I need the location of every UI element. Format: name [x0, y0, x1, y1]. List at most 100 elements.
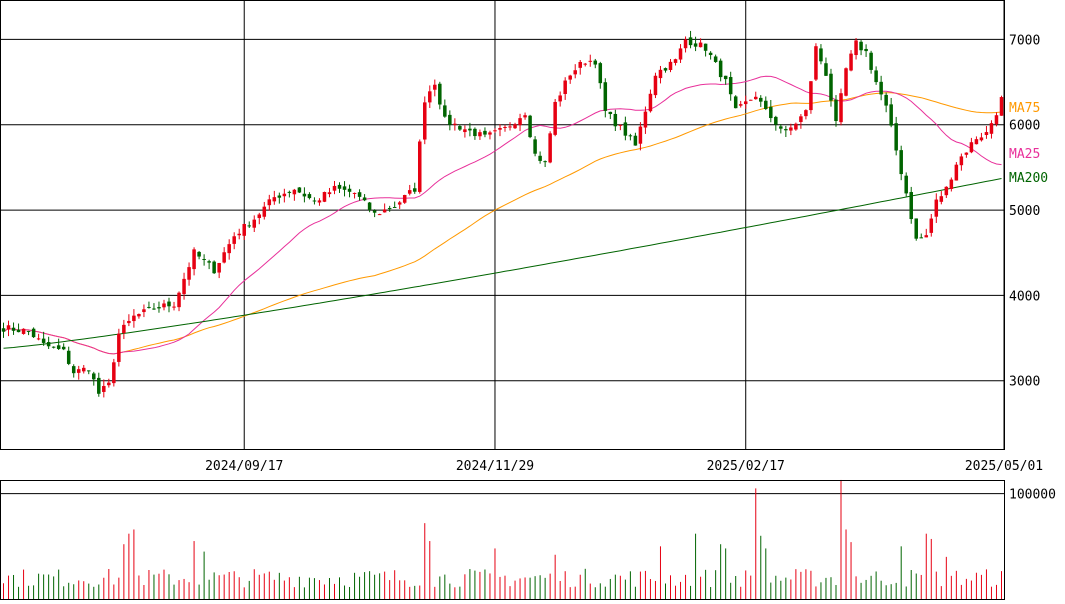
legend-ma25: MA25: [1009, 147, 1040, 162]
candle-body: [914, 218, 918, 239]
candle-body: [117, 333, 121, 362]
candle-body: [66, 350, 71, 364]
candle-body: [678, 48, 683, 60]
candle-body: [568, 75, 572, 80]
candle-body: [854, 40, 858, 56]
candle-body: [673, 59, 678, 63]
candle-body: [252, 219, 257, 228]
candle-body: [367, 202, 372, 210]
candle-body: [458, 126, 462, 130]
candle-body: [132, 315, 136, 322]
date-axis: 2024/09/17 2024/11/29 2025/02/17 2025/05/01: [205, 459, 1043, 474]
candle-body: [653, 75, 658, 96]
candle-body: [663, 68, 668, 71]
candle-body: [834, 99, 838, 122]
candle-body: [187, 267, 191, 280]
candle-body: [989, 123, 994, 134]
candle-body: [658, 69, 663, 79]
candle-body: [648, 93, 653, 112]
candle-body: [969, 142, 974, 153]
candle-body: [157, 307, 161, 309]
date-tick-label: 2025/02/17: [707, 459, 785, 474]
date-tick-label: 2024/11/29: [456, 459, 534, 474]
candle-body: [71, 366, 76, 374]
candle-body: [894, 123, 898, 151]
candle-body: [297, 187, 302, 193]
candle-body: [864, 48, 868, 52]
candle-body: [623, 122, 628, 136]
candle-body: [759, 97, 763, 102]
candle-body: [638, 126, 643, 144]
candle-body: [147, 306, 151, 308]
candle-body: [899, 150, 903, 175]
candle-body: [508, 126, 512, 128]
candle-body: [528, 115, 532, 138]
candle-body: [448, 114, 452, 125]
candle-body: [242, 223, 246, 236]
candle-body: [61, 346, 66, 350]
candle-body: [107, 382, 111, 386]
candle-body: [949, 179, 954, 189]
candle-body: [1, 328, 6, 332]
candle-body: [779, 126, 783, 129]
candle-body: [317, 200, 322, 203]
price-tick-label: 4000: [1009, 289, 1040, 304]
candle-body: [122, 324, 126, 334]
candle-body: [683, 39, 688, 49]
candle-body: [412, 188, 417, 192]
candle-body: [819, 48, 823, 62]
candle-body: [754, 96, 758, 100]
candle-body: [397, 202, 402, 205]
candle-body: [748, 99, 753, 101]
candle-body: [578, 61, 582, 68]
candle-body: [327, 192, 332, 195]
candlestick-series: [1, 30, 1004, 398]
candle-body: [593, 60, 598, 65]
candle-body: [387, 208, 392, 210]
candle-body: [167, 301, 171, 307]
candle-body: [302, 193, 307, 197]
candle-body: [789, 127, 793, 131]
candle-body: [919, 237, 924, 239]
candle-body: [538, 155, 542, 161]
candle-body: [87, 370, 91, 372]
candle-body: [799, 116, 803, 123]
candle-body: [473, 128, 477, 137]
candle-body: [247, 225, 251, 227]
candle-body: [959, 156, 964, 166]
candle-body: [322, 192, 327, 202]
candle-body: [92, 373, 96, 380]
candle-body: [438, 83, 442, 105]
candle-body: [733, 96, 738, 109]
candle-body: [347, 188, 352, 192]
price-tick-label: 5000: [1009, 204, 1040, 219]
candle-body: [964, 152, 969, 155]
candle-body: [433, 84, 437, 90]
candle-body: [272, 197, 277, 202]
candle-body: [608, 111, 613, 115]
candle-body: [137, 314, 141, 317]
candle-body: [227, 244, 231, 254]
candle-body: [929, 218, 934, 233]
candle-body: [849, 53, 853, 71]
candle-body: [563, 80, 567, 94]
candle-body: [372, 210, 377, 213]
candle-body: [934, 199, 939, 217]
candle-body: [267, 199, 272, 206]
candle-body: [824, 63, 828, 76]
candle-body: [784, 129, 788, 131]
candle-body: [859, 41, 863, 51]
candle-body: [583, 63, 588, 65]
candle-body: [41, 338, 46, 343]
candle-body: [503, 126, 507, 128]
legend: MA75 MA25 MA200: [1009, 101, 1048, 186]
legend-ma200: MA200: [1009, 171, 1048, 186]
candle-body: [603, 82, 608, 111]
candle-body: [277, 195, 282, 198]
candle-body: [543, 161, 547, 163]
candle-body: [257, 214, 262, 219]
candle-body: [337, 184, 342, 189]
candle-body: [984, 132, 989, 136]
candle-body: [127, 320, 131, 324]
candle-body: [698, 42, 703, 48]
